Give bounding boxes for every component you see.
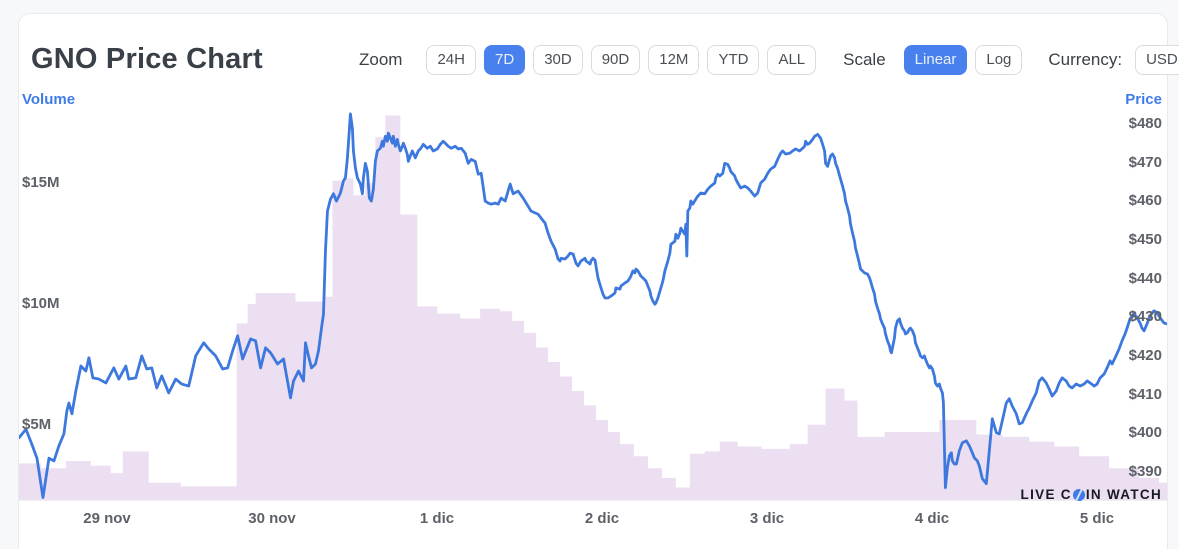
price-tick-label: $420 bbox=[1128, 347, 1162, 364]
date-tick-label: 3 dic bbox=[749, 510, 785, 527]
price-tick-label: $470 bbox=[1128, 153, 1162, 171]
zoom-button-ytd[interactable]: YTD bbox=[707, 45, 760, 75]
coin-icon bbox=[1072, 488, 1085, 501]
watermark-text-left: LIVE C bbox=[1020, 487, 1072, 502]
currency-button[interactable]: USD bbox=[1135, 45, 1179, 75]
price-tick-label: $390 bbox=[1128, 463, 1162, 480]
price-line-series bbox=[19, 112, 1167, 499]
zoom-button-30d[interactable]: 30D bbox=[533, 45, 583, 75]
scale-label: Scale bbox=[843, 50, 886, 69]
zoom-button-12m[interactable]: 12M bbox=[648, 45, 700, 75]
date-tick-label: 5 dic bbox=[1079, 510, 1115, 527]
scale-button-linear[interactable]: Linear bbox=[903, 45, 968, 75]
date-tick-label: 29 nov bbox=[83, 510, 131, 527]
scale-button-group: Linear Log bbox=[903, 45, 1023, 75]
currency-label: Currency: bbox=[1048, 50, 1123, 69]
price-tick-label: $400 bbox=[1128, 424, 1162, 442]
volume-axis-label: Volume bbox=[22, 91, 76, 108]
date-tick-label: 2 dic bbox=[584, 510, 620, 527]
zoom-button-7d[interactable]: 7D bbox=[484, 45, 526, 75]
scale-button-log[interactable]: Log bbox=[975, 45, 1023, 75]
price-axis-label: Price bbox=[1125, 91, 1162, 108]
volume-tick-label: $15M bbox=[22, 174, 60, 191]
price-tick-label: $460 bbox=[1128, 192, 1162, 210]
date-tick-label: 1 dic bbox=[419, 510, 455, 527]
zoom-button-all[interactable]: ALL bbox=[767, 45, 817, 75]
volume-tick-label: $10M bbox=[22, 295, 60, 312]
date-tick-label: 4 dic bbox=[914, 510, 950, 527]
volume-area-series bbox=[19, 115, 1167, 501]
zoom-label: Zoom bbox=[359, 50, 403, 69]
zoom-button-24h[interactable]: 24H bbox=[426, 45, 476, 75]
price-tick-label: $440 bbox=[1128, 269, 1162, 287]
volume-tick-label: $5M bbox=[22, 416, 52, 433]
zoom-button-90d[interactable]: 90D bbox=[590, 45, 641, 75]
price-volume-chart[interactable] bbox=[19, 86, 1167, 501]
price-tick-label: $450 bbox=[1128, 231, 1162, 248]
chart-controls: Zoom 24H 7D 30D 90D 12M YTD ALL Scale Linear Lo… bbox=[359, 45, 1179, 75]
chart-card: GNO Price Chart Zoom 24H 7D 30D 90D 12M YTD AL… bbox=[18, 13, 1179, 549]
price-tick-label: $430 bbox=[1128, 308, 1162, 326]
price-tick-label: $410 bbox=[1128, 385, 1162, 403]
date-tick-label: 30 nov bbox=[248, 510, 296, 527]
livecoinwatch-watermark: LIVE C IN WATCH bbox=[1021, 487, 1162, 502]
price-tick-label: $480 bbox=[1128, 115, 1162, 132]
page-title: GNO Price Chart bbox=[31, 43, 263, 75]
zoom-button-group: 24H 7D 30D 90D 12M YTD ALL bbox=[426, 45, 817, 75]
watermark-text-right: IN WATCH bbox=[1085, 487, 1162, 502]
